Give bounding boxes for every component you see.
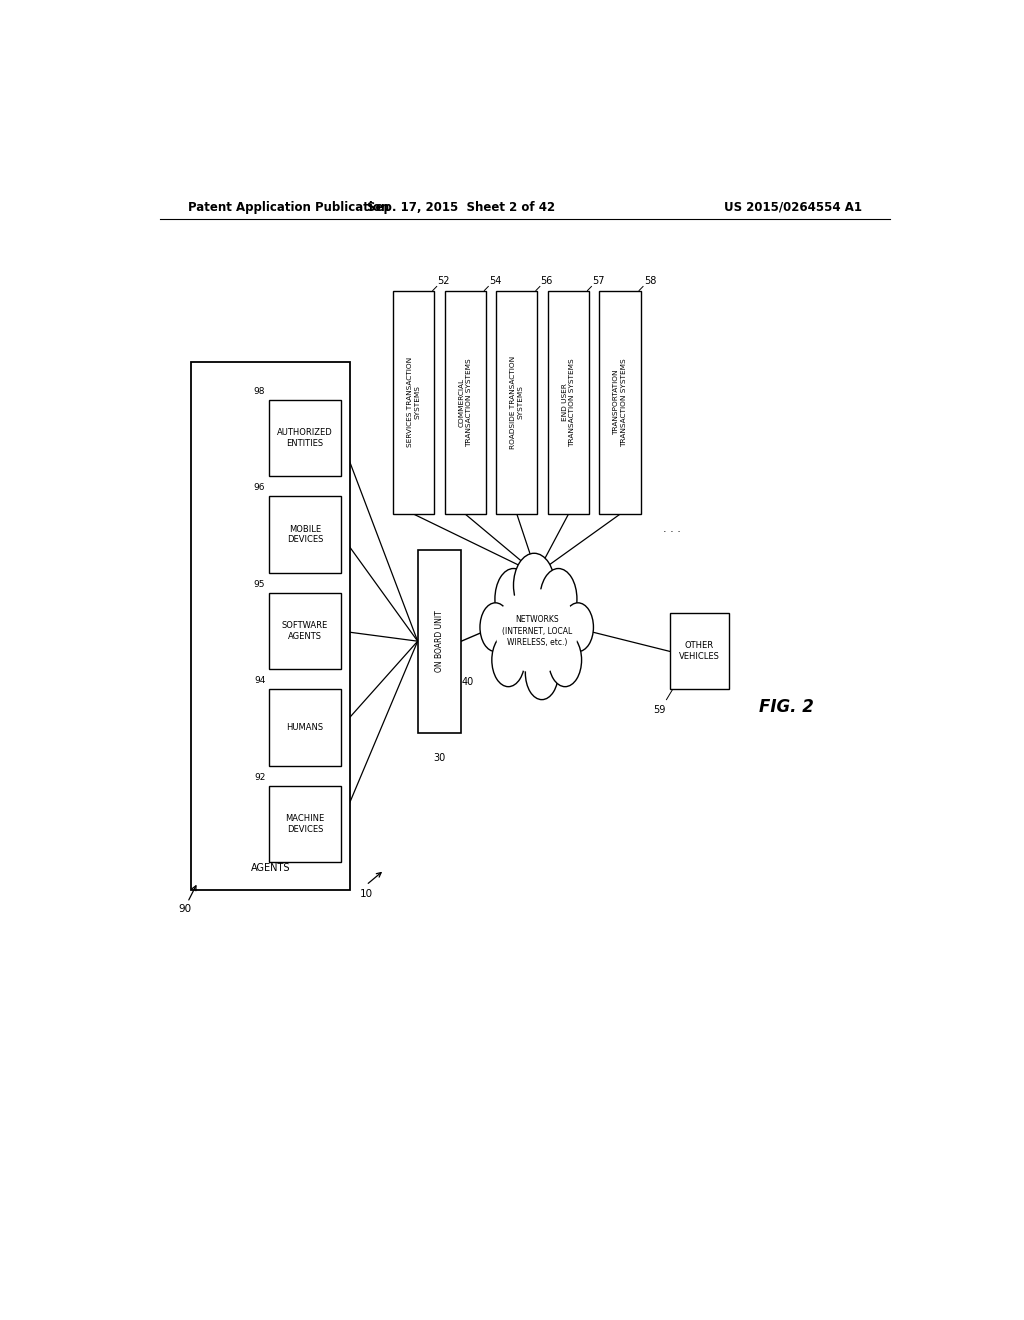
FancyBboxPatch shape <box>497 290 538 515</box>
FancyBboxPatch shape <box>393 290 434 515</box>
Text: . . .: . . . <box>663 524 681 535</box>
Ellipse shape <box>513 553 555 618</box>
Text: OTHER
VEHICLES: OTHER VEHICLES <box>679 642 720 661</box>
Ellipse shape <box>562 603 594 652</box>
Text: AGENTS: AGENTS <box>251 863 291 873</box>
FancyBboxPatch shape <box>418 549 461 733</box>
Text: 58: 58 <box>644 276 656 286</box>
Text: 56: 56 <box>541 276 553 286</box>
FancyBboxPatch shape <box>444 290 486 515</box>
Text: AUTHORIZED
ENTITIES: AUTHORIZED ENTITIES <box>278 428 333 447</box>
Text: US 2015/0264554 A1: US 2015/0264554 A1 <box>724 201 862 214</box>
Text: MACHINE
DEVICES: MACHINE DEVICES <box>286 814 325 834</box>
Text: 40: 40 <box>462 677 474 686</box>
FancyBboxPatch shape <box>269 689 341 766</box>
Text: TRANSPORTATION
TRANSACTION SYSTEMS: TRANSPORTATION TRANSACTION SYSTEMS <box>613 358 627 446</box>
Text: 96: 96 <box>254 483 265 492</box>
Text: 52: 52 <box>437 276 450 286</box>
Text: 30: 30 <box>433 752 445 763</box>
Text: SOFTWARE
AGENTS: SOFTWARE AGENTS <box>282 622 328 642</box>
FancyBboxPatch shape <box>191 362 350 890</box>
Text: Sep. 17, 2015  Sheet 2 of 42: Sep. 17, 2015 Sheet 2 of 42 <box>368 201 555 214</box>
Text: 57: 57 <box>592 276 605 286</box>
Ellipse shape <box>496 589 578 673</box>
Ellipse shape <box>480 603 511 652</box>
Ellipse shape <box>540 569 577 630</box>
Text: 98: 98 <box>254 387 265 396</box>
FancyBboxPatch shape <box>670 614 729 689</box>
Text: MOBILE
DEVICES: MOBILE DEVICES <box>287 524 324 544</box>
Text: NETWORKS
(INTERNET, LOCAL
WIRELESS, etc.): NETWORKS (INTERNET, LOCAL WIRELESS, etc.… <box>502 615 571 647</box>
FancyBboxPatch shape <box>269 400 341 477</box>
Text: HUMANS: HUMANS <box>287 723 324 733</box>
Text: SERVICES TRANSACTION
SYSTEMS: SERVICES TRANSACTION SYSTEMS <box>408 358 420 447</box>
Text: END USER
TRANSACTION SYSTEMS: END USER TRANSACTION SYSTEMS <box>562 358 575 446</box>
Text: 10: 10 <box>359 890 373 899</box>
FancyBboxPatch shape <box>269 496 341 573</box>
Text: 54: 54 <box>489 276 502 286</box>
Text: 95: 95 <box>254 579 265 589</box>
Text: COMMERCIAL
TRANSACTION SYSTEMS: COMMERCIAL TRANSACTION SYSTEMS <box>459 358 472 446</box>
Ellipse shape <box>492 634 525 686</box>
Text: ON BOARD UNIT: ON BOARD UNIT <box>435 610 444 672</box>
Ellipse shape <box>490 582 583 681</box>
Ellipse shape <box>525 647 558 700</box>
FancyBboxPatch shape <box>269 785 341 862</box>
FancyBboxPatch shape <box>599 290 641 515</box>
Text: 94: 94 <box>254 676 265 685</box>
Ellipse shape <box>549 634 582 686</box>
Text: 92: 92 <box>254 774 265 781</box>
Text: Patent Application Publication: Patent Application Publication <box>187 201 389 214</box>
Text: 90: 90 <box>178 903 191 913</box>
Text: 59: 59 <box>653 705 666 714</box>
Text: FIG. 2: FIG. 2 <box>759 698 814 717</box>
Ellipse shape <box>495 569 532 630</box>
Text: ROADSIDE TRANSACTION
SYSTEMS: ROADSIDE TRANSACTION SYSTEMS <box>510 356 523 449</box>
FancyBboxPatch shape <box>269 593 341 669</box>
FancyBboxPatch shape <box>548 290 589 515</box>
